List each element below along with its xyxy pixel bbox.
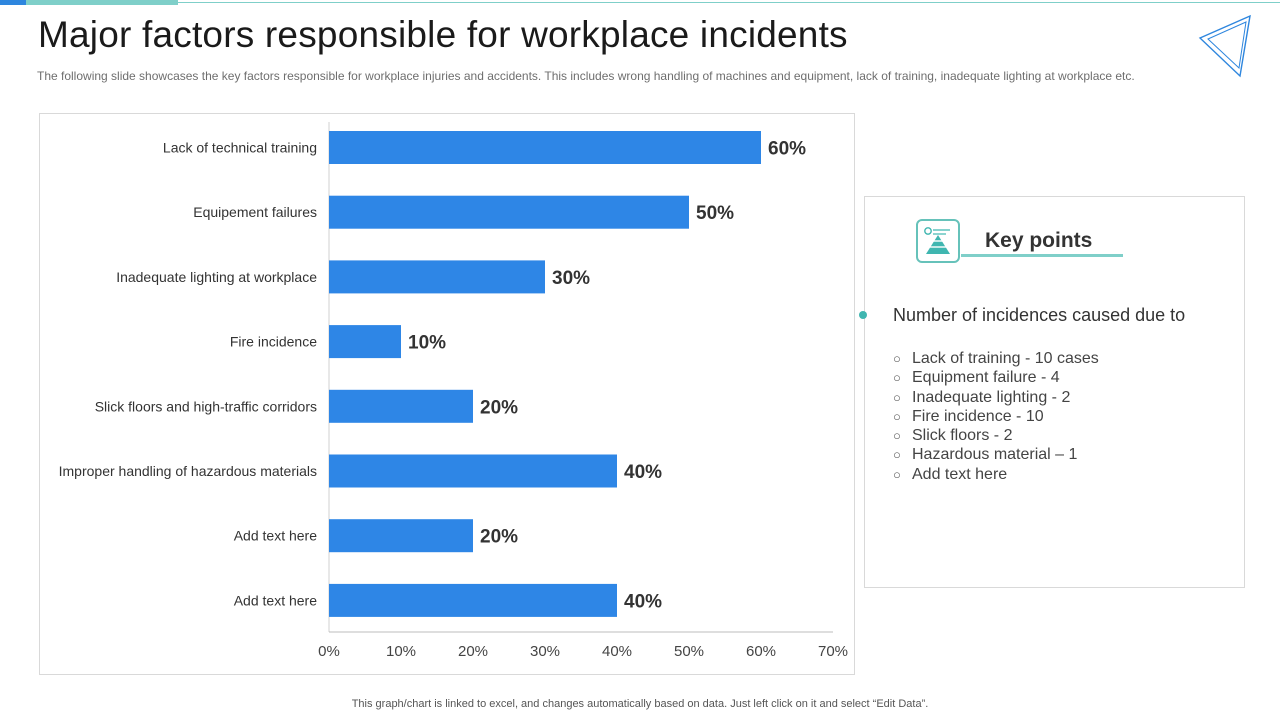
x-tick-label: 30% [530, 643, 560, 660]
top-teal-bar [26, 0, 178, 5]
triangle-logo-icon [1198, 14, 1251, 78]
hollow-circle-bullet-icon: ○ [893, 351, 901, 366]
bar [329, 195, 689, 229]
key-points-title: Key points [985, 229, 1093, 252]
hollow-circle-bullet-icon: ○ [893, 389, 901, 405]
key-point-item: ○ Add text here [893, 465, 1099, 484]
x-tick-label: 20% [458, 643, 488, 660]
bar [329, 260, 545, 294]
x-tick-label: 60% [746, 643, 776, 660]
key-point-item: ○ Inadequate lighting - 2 [893, 388, 1099, 407]
data-label: 30% [552, 268, 590, 289]
bar [329, 519, 473, 553]
x-tick-label: 10% [386, 643, 416, 660]
key-point-text: Lack of training - 10 cases [912, 350, 1099, 367]
bar [329, 389, 473, 423]
key-points-list: ○ Lack of training - 10 cases ○ Equipment f… [893, 349, 1099, 484]
category-label: Inadequate lighting at workplace [116, 269, 317, 285]
category-label: Add text here [234, 592, 317, 608]
bar [329, 131, 761, 164]
data-label: 60% [768, 139, 806, 160]
x-tick-label: 70% [818, 643, 848, 660]
hollow-circle-bullet-icon: ○ [893, 447, 901, 463]
hollow-circle-bullet-icon: ○ [893, 370, 901, 386]
data-label: 20% [480, 527, 518, 548]
hollow-circle-bullet-icon: ○ [893, 428, 901, 444]
hollow-circle-bullet-icon: ○ [893, 466, 901, 482]
key-points-lead: Number of incidences caused due to [893, 305, 1186, 325]
data-label: 10% [408, 333, 446, 354]
slide-title: Major factors responsible for workplace … [38, 14, 848, 55]
x-tick-label: 0% [318, 643, 340, 660]
category-label: Improper handling of hazardous materials [59, 463, 317, 479]
key-point-text: Slick floors - 2 [912, 427, 1013, 445]
data-label: 50% [696, 203, 734, 224]
bullet-dot [859, 311, 867, 319]
key-point-item: ○ Equipment failure - 4 [893, 368, 1099, 387]
slide-subtitle: The following slide showcases the key fa… [37, 69, 1135, 83]
x-tick-label: 50% [674, 643, 704, 660]
pyramid-chart-icon [916, 219, 960, 263]
key-point-text: Equipment failure - 4 [912, 369, 1060, 387]
key-points-underline [961, 254, 1123, 257]
category-label: Fire incidence [230, 334, 317, 350]
key-point-item: ○ Lack of training - 10 cases [893, 349, 1099, 368]
x-tick-label: 40% [602, 643, 632, 660]
key-point-item: ○ Fire incidence - 10 [893, 407, 1099, 426]
category-label: Slick floors and high-traffic corridors [95, 398, 317, 414]
key-point-item: ○ Hazardous material – 1 [893, 445, 1099, 464]
bar [329, 454, 617, 488]
key-point-item: ○ Slick floors - 2 [893, 426, 1099, 445]
category-label: Lack of technical training [163, 140, 317, 156]
top-accent-bar [0, 0, 26, 5]
category-label: Add text here [234, 528, 317, 544]
key-points-panel: Key points [864, 196, 1245, 588]
key-point-text: Fire incidence - 10 [912, 407, 1044, 425]
data-label: 20% [480, 397, 518, 418]
data-label: 40% [624, 462, 662, 483]
key-point-text: Inadequate lighting - 2 [912, 388, 1071, 406]
bar-chart-svg: Lack of technical training 60% Equipement … [59, 122, 848, 660]
data-label: 40% [624, 591, 662, 612]
bar [329, 325, 401, 359]
category-label: Equipement failures [193, 204, 317, 220]
key-point-text: Hazardous material – 1 [912, 446, 1078, 464]
hollow-circle-bullet-icon: ○ [893, 408, 901, 424]
bar [329, 583, 617, 617]
top-divider-line [178, 2, 1280, 3]
footer-note: This graph/chart is linked to excel, and… [351, 698, 929, 710]
key-point-text: Add text here [912, 465, 1008, 483]
bar-chart: Lack of technical training 60% Equipement … [39, 113, 855, 675]
